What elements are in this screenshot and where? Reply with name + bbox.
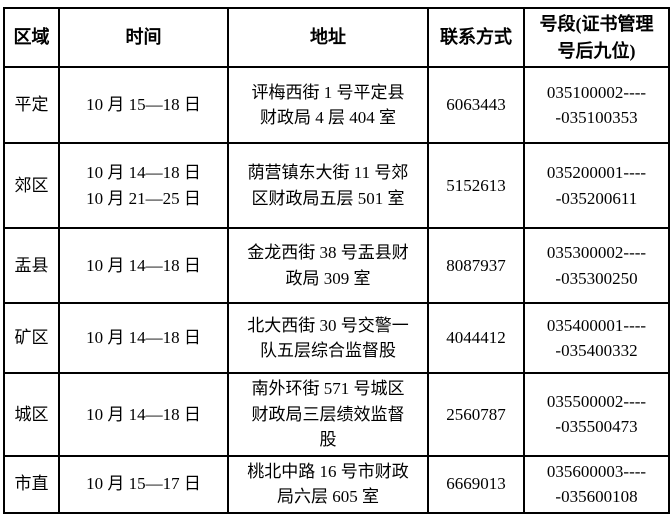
cell-address: 荫营镇东大街 11 号郊 区财政局五层 501 室	[227, 142, 429, 229]
cell-number-range: 035600003---- -035600108	[523, 454, 670, 514]
cell-region: 盂县	[3, 227, 60, 304]
cell-region: 平定	[3, 66, 60, 144]
cell-time: 10 月 14—18 日 10 月 21—25 日	[58, 142, 229, 229]
cell-address: 评梅西街 1 号平定县 财政局 4 层 404 室	[227, 66, 429, 144]
cell-contact: 8087937	[427, 227, 525, 304]
cell-number-range: 035400001---- -035400332	[523, 302, 670, 374]
registration-locations-table: 区域 时间 地址 联系方式 号段(证书管理 号后九位) 平定 10 月 15—1…	[3, 7, 670, 514]
cell-region: 城区	[3, 372, 60, 457]
cell-time: 10 月 15—18 日	[58, 66, 229, 144]
cell-number-range: 035300002---- -035300250	[523, 227, 670, 304]
cell-address: 金龙西街 38 号盂县财 政局 309 室	[227, 227, 429, 304]
header-address: 地址	[227, 7, 429, 68]
table-row: 矿区 10 月 14—18 日 北大西街 30 号交警一 队五层综合监督股 40…	[3, 302, 670, 374]
cell-contact: 2560787	[427, 372, 525, 457]
header-contact: 联系方式	[427, 7, 525, 68]
cell-region: 矿区	[3, 302, 60, 374]
cell-time: 10 月 15—17 日	[58, 454, 229, 514]
cell-contact: 6669013	[427, 454, 525, 514]
cell-number-range: 035200001---- -035200611	[523, 142, 670, 229]
cell-time: 10 月 14—18 日	[58, 227, 229, 304]
cell-address: 桃北中路 16 号市财政 局六层 605 室	[227, 454, 429, 514]
cell-contact: 5152613	[427, 142, 525, 229]
header-time: 时间	[58, 7, 229, 68]
table-row: 城区 10 月 14—18 日 南外环街 571 号城区 财政局三层绩效监督 股…	[3, 372, 670, 457]
cell-region: 市直	[3, 454, 60, 514]
header-row: 区域 时间 地址 联系方式 号段(证书管理 号后九位)	[3, 7, 670, 68]
header-number-range: 号段(证书管理 号后九位)	[523, 7, 670, 68]
cell-time: 10 月 14—18 日	[58, 302, 229, 374]
header-region: 区域	[3, 7, 60, 68]
table-row: 市直 10 月 15—17 日 桃北中路 16 号市财政 局六层 605 室 6…	[3, 454, 670, 514]
cell-time: 10 月 14—18 日	[58, 372, 229, 457]
cell-region: 郊区	[3, 142, 60, 229]
cell-number-range: 035100002---- -035100353	[523, 66, 670, 144]
table-row: 郊区 10 月 14—18 日 10 月 21—25 日 荫营镇东大街 11 号…	[3, 142, 670, 229]
cell-address: 北大西街 30 号交警一 队五层综合监督股	[227, 302, 429, 374]
cell-number-range: 035500002---- -035500473	[523, 372, 670, 457]
cell-contact: 6063443	[427, 66, 525, 144]
cell-contact: 4044412	[427, 302, 525, 374]
cell-address: 南外环街 571 号城区 财政局三层绩效监督 股	[227, 372, 429, 457]
table-row: 盂县 10 月 14—18 日 金龙西街 38 号盂县财 政局 309 室 80…	[3, 227, 670, 304]
table-row: 平定 10 月 15—18 日 评梅西街 1 号平定县 财政局 4 层 404 …	[3, 66, 670, 144]
